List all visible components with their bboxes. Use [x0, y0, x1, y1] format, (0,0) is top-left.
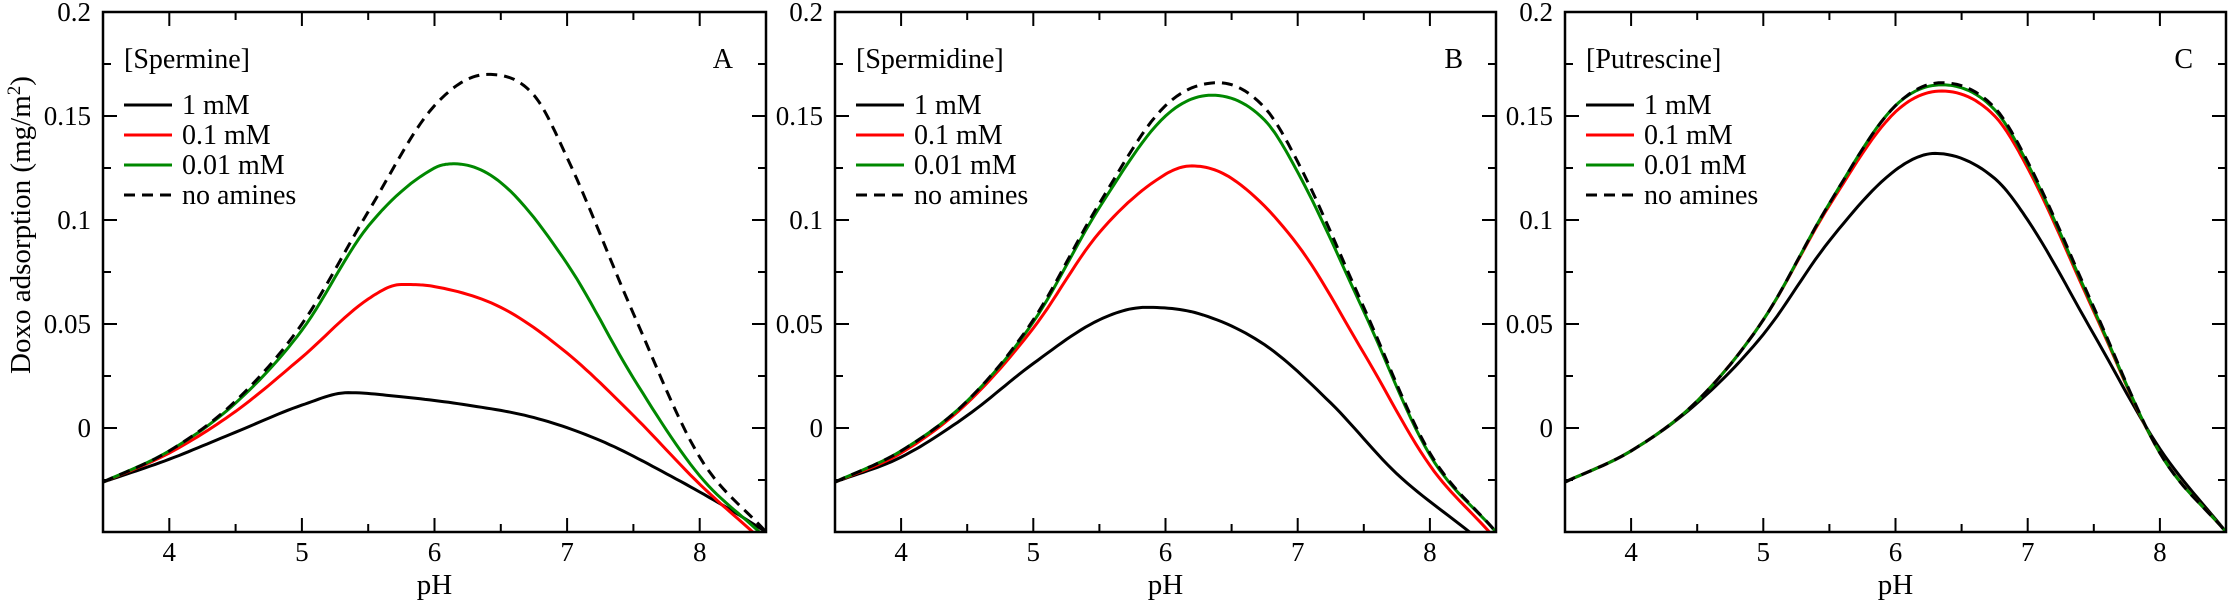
y-tick-label: 0.15	[44, 101, 91, 131]
legend-entry-label: 0.1 mM	[182, 120, 271, 151]
series-line-no-amines	[835, 81, 1496, 532]
y-tick-label: 0.1	[57, 205, 91, 235]
x-tick-label: 6	[1889, 537, 1903, 567]
legend-entry-label: 0.1 mM	[914, 120, 1003, 151]
panel-letter: C	[2174, 44, 2193, 75]
x-tick-label: 5	[1027, 537, 1041, 567]
x-axis-label: pH	[1878, 569, 1914, 601]
y-tick-label: 0.2	[57, 0, 91, 27]
y-tick-label: 0	[78, 413, 92, 443]
panel-letter: A	[713, 44, 734, 75]
x-tick-label: 7	[1291, 537, 1305, 567]
series-group	[103, 72, 766, 532]
y-tick-label: 0.05	[44, 309, 91, 339]
y-tick-label: 0.05	[776, 309, 823, 339]
x-tick-label: 8	[1423, 537, 1437, 567]
y-tick-label: 0.2	[789, 0, 823, 27]
series-group	[835, 81, 1496, 532]
y-tick-label: 0.05	[1506, 309, 1553, 339]
x-tick-label: 4	[1624, 537, 1638, 567]
legend-entry-label: no amines	[1644, 180, 1758, 211]
series-line-1-mm	[835, 305, 1471, 532]
legend-title: [Spermine]	[124, 44, 250, 75]
y-tick-label: 0.1	[1519, 205, 1553, 235]
x-tick-label: 6	[428, 537, 442, 567]
series-line-0-1-mm	[103, 283, 754, 532]
x-tick-label: 5	[295, 537, 309, 567]
y-tick-label: 0.1	[789, 205, 823, 235]
panel-letter: B	[1444, 44, 1463, 75]
y-tick-label: 0.2	[1519, 0, 1553, 27]
legend-title: [Spermidine]	[856, 44, 1004, 75]
x-tick-label: 8	[2153, 537, 2167, 567]
legend-entry-label: 0.01 mM	[182, 150, 285, 181]
y-axis-label: Doxo adsorption (mg/m2)	[4, 76, 37, 374]
series-group	[1565, 81, 2226, 532]
x-tick-label: 6	[1159, 537, 1173, 567]
x-tick-label: 4	[894, 537, 908, 567]
series-line-0-1-mm	[835, 164, 1491, 532]
legend-entry-label: 0.01 mM	[1644, 150, 1747, 181]
y-tick-label: 0	[810, 413, 824, 443]
legend-entry-label: 1 mM	[1644, 90, 1712, 121]
series-line-no-amines	[103, 72, 766, 532]
x-tick-label: 7	[2021, 537, 2035, 567]
chart-panel-a: 4 5 6 7 8 0 0.05 0.1 0.15 0.2 pH A [Spermine] 1 mM0.1…	[44, 0, 768, 601]
y-tick-label: 0.15	[1506, 101, 1553, 131]
x-tick-label: 4	[163, 537, 177, 567]
legend-title: [Putrescine]	[1586, 44, 1721, 75]
x-tick-label: 5	[1757, 537, 1771, 567]
legend-entry-label: 0.01 mM	[914, 150, 1017, 181]
series-line-no-amines	[1565, 81, 2226, 532]
series-line-0-01-mm	[103, 162, 761, 532]
legend-entry-label: no amines	[182, 180, 296, 211]
legend-entry-label: 1 mM	[182, 90, 250, 121]
series-line-0-01-mm	[835, 93, 1496, 532]
x-tick-label: 7	[560, 537, 574, 567]
x-tick-label: 8	[693, 537, 707, 567]
x-axis-label: pH	[417, 569, 453, 601]
legend-entry-label: no amines	[914, 180, 1028, 211]
x-axis-label: pH	[1148, 569, 1184, 601]
legend-entry-label: 0.1 mM	[1644, 120, 1733, 151]
y-tick-label: 0.15	[776, 101, 823, 131]
series-line-1-mm	[103, 391, 766, 532]
legend-entry-label: 1 mM	[914, 90, 982, 121]
y-tick-label: 0	[1540, 413, 1554, 443]
